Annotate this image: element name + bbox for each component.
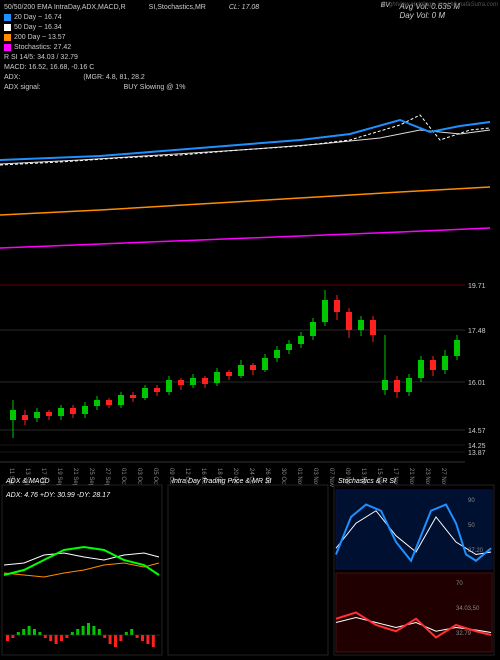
adx-text: ADX: xyxy=(4,74,20,81)
adx-signal-text: ADX signal: xyxy=(4,84,41,91)
svg-text:01 Nov: 01 Nov xyxy=(296,468,302,487)
svg-text:ADX: 4.76 +DY: 30.99 -DY: 28.: ADX: 4.76 +DY: 30.99 -DY: 28.17 xyxy=(5,492,111,499)
svg-text:27 Nov: 27 Nov xyxy=(440,468,446,487)
svg-text:27.20: 27.20 xyxy=(468,548,484,554)
svg-text:32.79: 32.79 xyxy=(456,631,472,637)
svg-text:70: 70 xyxy=(456,581,463,587)
svg-text:90: 90 xyxy=(468,498,475,504)
mgr-text: (MGR: 4.8, 81, 28.2 xyxy=(83,74,144,81)
svg-text:17.48: 17.48 xyxy=(468,328,486,335)
svg-text:Intra Day Trading Price &: Intra Day Trading Price & MR SI xyxy=(172,478,272,485)
watermark: Brightview Holdings, Inc.| MunafaSutra.c… xyxy=(382,2,498,8)
svg-text:03 Nov: 03 Nov xyxy=(312,468,318,487)
close-label: CL: 17.08 xyxy=(229,4,259,11)
svg-text:13.87: 13.87 xyxy=(468,450,486,457)
svg-text:14.57: 14.57 xyxy=(468,428,486,435)
svg-text:07 Nov: 07 Nov xyxy=(328,468,334,487)
svg-text:05 Oct: 05 Oct xyxy=(152,468,158,486)
svg-text:16.01: 16.01 xyxy=(468,380,486,387)
svg-text:30 Oct: 30 Oct xyxy=(280,468,286,486)
svg-text:21 Nov: 21 Nov xyxy=(408,468,414,487)
svg-text:23 Nov: 23 Nov xyxy=(424,468,430,487)
buy-signal-text: BUY Slowing @ 1% xyxy=(124,84,186,91)
svg-text:50: 50 xyxy=(468,523,475,529)
svg-text:19.71: 19.71 xyxy=(468,283,486,290)
svg-text:03 Oct: 03 Oct xyxy=(136,468,142,486)
svg-text:34.03,50: 34.03,50 xyxy=(456,606,480,612)
day-vol: Day Vol: 0 M xyxy=(400,11,460,20)
svg-text:14.25: 14.25 xyxy=(468,443,486,450)
rsi-text: R SI 14/5: 34.03 / 32.79 xyxy=(4,54,78,61)
macd-text: MACD: 16.52, 16.68, -0.16 C xyxy=(4,64,94,71)
svg-text:Stochastics & R SI: Stochastics & R SI xyxy=(338,478,396,485)
svg-text:01 Oct: 01 Oct xyxy=(120,468,126,486)
title-left: 50/50/200 EMA IntraDay,ADX,MACD,R xyxy=(4,4,126,11)
svg-text:ADX & MACD: ADX & MACD xyxy=(5,478,50,485)
title-mid: SI,Stochastics,MR xyxy=(149,4,206,11)
chart-canvas: 19.7117.4816.0114.5714.2513.8711 Sep13 S… xyxy=(0,0,500,660)
